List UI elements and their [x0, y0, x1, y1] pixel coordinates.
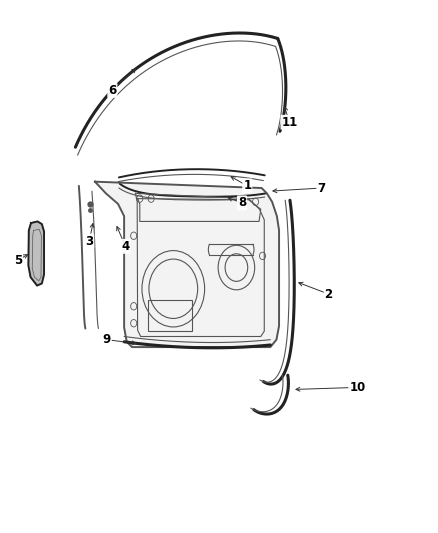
Polygon shape — [28, 221, 44, 286]
Text: 4: 4 — [121, 240, 130, 253]
Bar — [148, 301, 192, 331]
Text: 10: 10 — [349, 381, 366, 394]
Text: 6: 6 — [108, 84, 117, 97]
Polygon shape — [95, 182, 279, 347]
Text: 9: 9 — [102, 333, 111, 346]
Text: 5: 5 — [14, 254, 22, 266]
Text: 2: 2 — [325, 288, 333, 301]
Text: 11: 11 — [281, 116, 298, 129]
Text: 7: 7 — [317, 182, 325, 195]
Text: 1: 1 — [243, 180, 251, 192]
Text: 8: 8 — [238, 196, 246, 209]
Text: 3: 3 — [85, 235, 93, 247]
